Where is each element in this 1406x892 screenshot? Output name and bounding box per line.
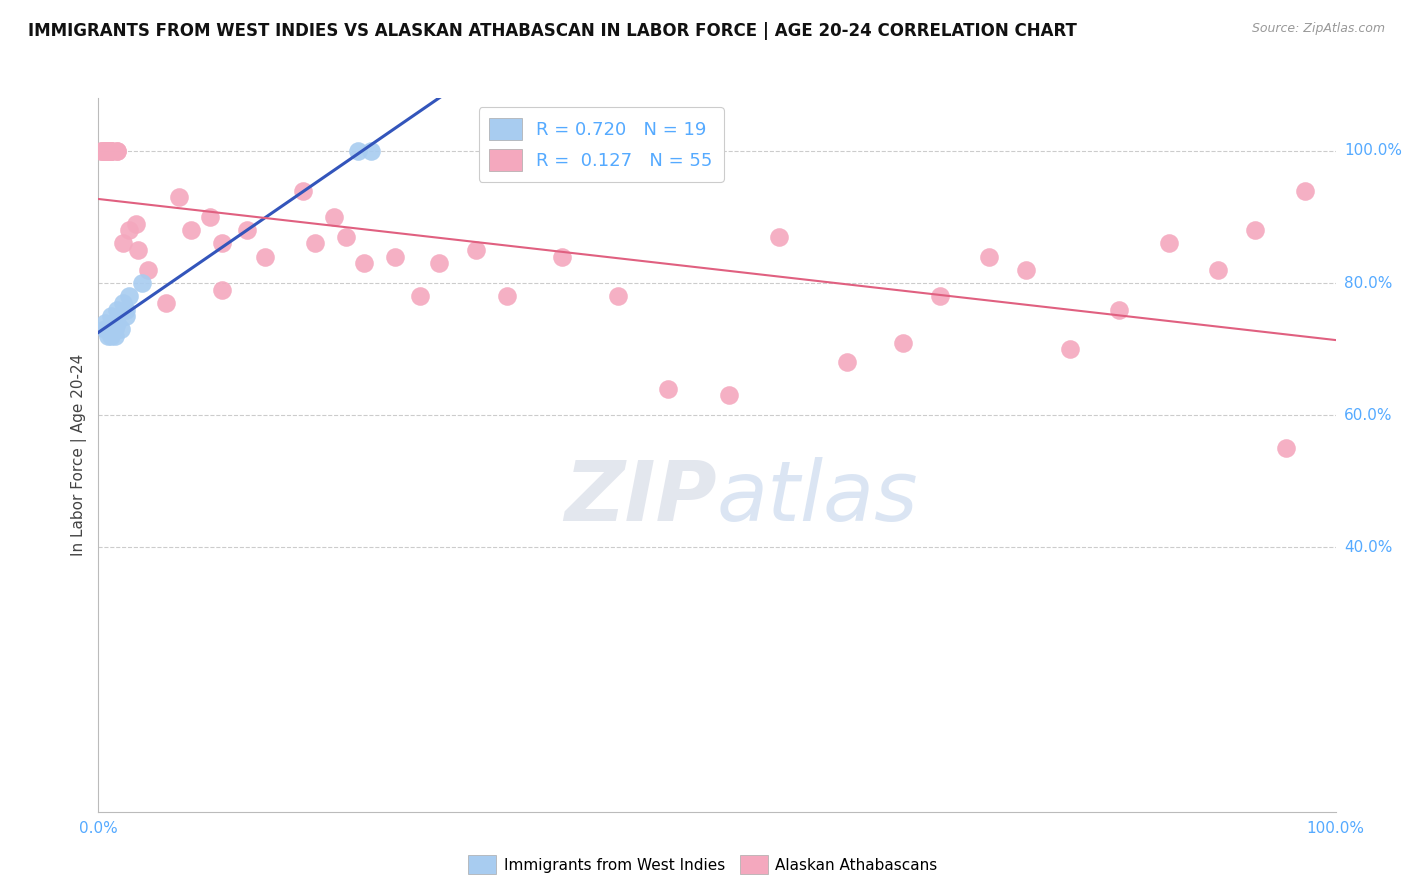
Point (100, 144, 122, 158)
Point (97, 144, 120, 158)
Text: 100.0%: 100.0% (1344, 144, 1402, 159)
Point (94, 144, 117, 158)
Point (97, 144, 120, 158)
Point (105, 144, 128, 158)
Point (1015, 263, 1038, 277)
Point (322, 210, 344, 224)
Point (291, 184, 314, 198)
Y-axis label: In Labor Force | Age 20-24: In Labor Force | Age 20-24 (72, 354, 87, 556)
Point (114, 309, 136, 323)
Point (657, 382, 679, 396)
Point (979, 250, 1001, 264)
Point (768, 230, 790, 244)
Point (93, 316, 115, 330)
Point (427, 256, 450, 270)
Text: IMMIGRANTS FROM WEST INDIES VS ALASKAN ATHABASCAN IN LABOR FORCE | AGE 20-24 COR: IMMIGRANTS FROM WEST INDIES VS ALASKAN A… (28, 22, 1077, 40)
Point (105, 144, 128, 158)
Point (607, 289, 630, 303)
Point (118, 289, 141, 303)
Point (335, 230, 357, 244)
Point (1244, 223, 1267, 237)
Point (1059, 342, 1081, 356)
Point (495, 289, 517, 303)
Point (93, 322, 115, 336)
Point (93, 144, 115, 158)
Point (551, 250, 574, 264)
Point (167, 190, 190, 204)
Legend: R = 0.720   N = 19, R =  0.127   N = 55: R = 0.720 N = 19, R = 0.127 N = 55 (478, 107, 724, 182)
Point (100, 322, 122, 336)
Point (105, 316, 128, 330)
Point (100, 144, 122, 158)
Point (155, 296, 177, 310)
Text: 60.0%: 60.0% (1344, 408, 1392, 423)
Point (127, 243, 149, 257)
Point (97, 329, 120, 343)
Point (105, 302, 128, 317)
Point (360, 144, 382, 158)
Point (1294, 184, 1316, 198)
Point (1108, 302, 1130, 317)
Point (118, 223, 141, 237)
Point (254, 250, 277, 264)
Point (90, 144, 112, 158)
Point (1157, 236, 1180, 251)
Point (384, 250, 406, 264)
Point (211, 236, 233, 251)
Text: Source: ZipAtlas.com: Source: ZipAtlas.com (1251, 22, 1385, 36)
Point (131, 276, 153, 290)
Point (112, 296, 135, 310)
Point (100, 329, 122, 343)
Point (112, 236, 135, 251)
Point (718, 388, 741, 402)
Text: 80.0%: 80.0% (1344, 276, 1392, 291)
Point (97, 144, 120, 158)
Point (409, 289, 432, 303)
Point (100, 309, 122, 323)
Text: ZIP: ZIP (564, 458, 717, 538)
Point (304, 236, 326, 251)
Point (103, 322, 125, 336)
Point (236, 223, 259, 237)
Point (1206, 263, 1229, 277)
Point (1275, 442, 1298, 456)
Point (103, 329, 125, 343)
Legend: Immigrants from West Indies, Alaskan Athabascans: Immigrants from West Indies, Alaskan Ath… (463, 849, 943, 880)
Point (180, 223, 202, 237)
Point (93, 144, 115, 158)
Point (114, 302, 136, 317)
Text: atlas: atlas (717, 458, 918, 538)
Point (353, 256, 375, 270)
Point (835, 355, 858, 369)
Point (198, 210, 221, 224)
Point (91, 144, 114, 158)
Point (928, 289, 950, 303)
Point (891, 335, 914, 350)
Point (103, 316, 125, 330)
Point (100, 144, 122, 158)
Point (347, 144, 370, 158)
Point (464, 243, 486, 257)
Point (100, 144, 122, 158)
Point (96, 144, 118, 158)
Text: 40.0%: 40.0% (1344, 540, 1392, 555)
Point (110, 322, 132, 336)
Point (124, 217, 146, 231)
Point (136, 263, 159, 277)
Point (211, 283, 233, 297)
